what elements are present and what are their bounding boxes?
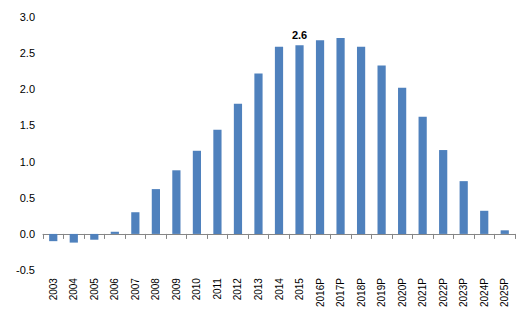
svg-text:2009: 2009	[171, 278, 182, 301]
svg-text:2008: 2008	[150, 278, 161, 301]
svg-text:2024P: 2024P	[479, 278, 490, 307]
svg-text:2.0: 2.0	[20, 83, 35, 95]
svg-text:1.5: 1.5	[20, 119, 35, 131]
svg-text:2014: 2014	[274, 278, 285, 301]
svg-text:2018P: 2018P	[356, 278, 367, 307]
svg-text:2020P: 2020P	[397, 278, 408, 307]
svg-text:2011: 2011	[212, 278, 223, 300]
svg-text:2017P: 2017P	[335, 278, 346, 307]
svg-text:2005: 2005	[89, 278, 100, 301]
svg-text:2004: 2004	[68, 278, 79, 301]
svg-text:2021P: 2021P	[417, 278, 428, 307]
svg-text:2.6: 2.6	[292, 29, 307, 41]
svg-text:2013: 2013	[253, 278, 264, 301]
svg-text:2016P: 2016P	[315, 278, 326, 307]
svg-text:2003: 2003	[48, 278, 59, 301]
svg-text:-0.5: -0.5	[16, 264, 35, 276]
svg-text:1.0: 1.0	[20, 156, 35, 168]
svg-text:3.0: 3.0	[20, 11, 35, 23]
svg-text:2010: 2010	[191, 278, 202, 301]
svg-text:2023P: 2023P	[458, 278, 469, 307]
svg-text:2007: 2007	[130, 278, 141, 301]
svg-text:2006: 2006	[109, 278, 120, 301]
svg-text:2019P: 2019P	[376, 278, 387, 307]
svg-text:2025P: 2025P	[499, 278, 510, 307]
svg-text:2022P: 2022P	[438, 278, 449, 307]
svg-text:2012: 2012	[232, 278, 243, 301]
svg-text:0.0: 0.0	[20, 228, 35, 240]
svg-text:2.5: 2.5	[20, 47, 35, 59]
svg-text:0.5: 0.5	[20, 192, 35, 204]
svg-text:2015: 2015	[294, 278, 305, 301]
